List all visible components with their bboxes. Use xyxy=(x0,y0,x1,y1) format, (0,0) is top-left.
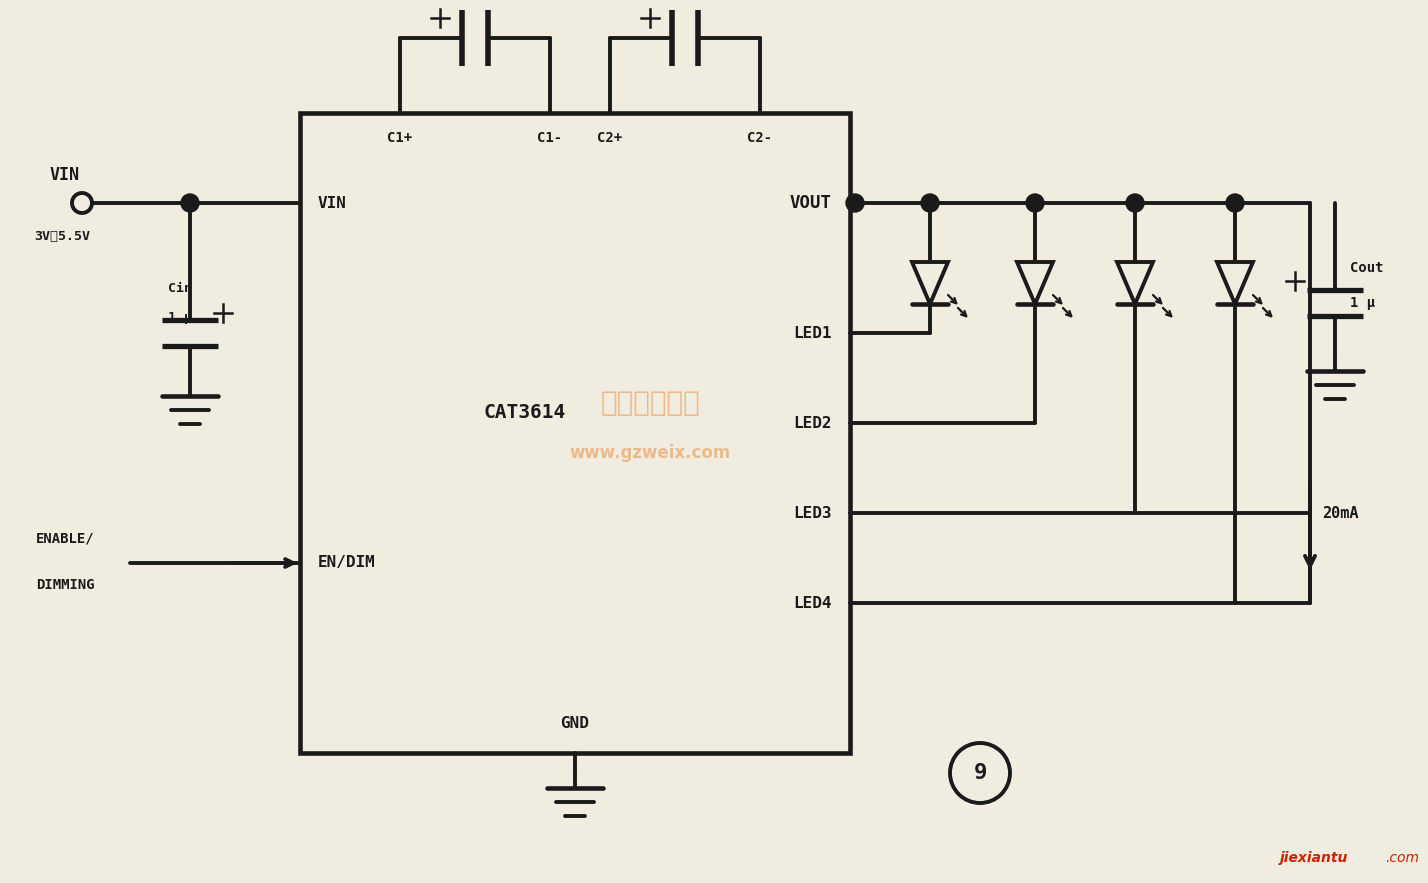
Text: www.gzweix.com: www.gzweix.com xyxy=(570,444,731,462)
Polygon shape xyxy=(1217,262,1252,304)
Text: jiexiantu: jiexiantu xyxy=(1279,851,1348,865)
Circle shape xyxy=(1227,194,1244,212)
Circle shape xyxy=(921,194,940,212)
Text: LED4: LED4 xyxy=(794,595,833,610)
Text: VOUT: VOUT xyxy=(790,194,833,212)
Text: 20mA: 20mA xyxy=(1322,505,1358,520)
Text: 3V～5.5V: 3V～5.5V xyxy=(34,230,90,243)
Polygon shape xyxy=(1017,262,1052,304)
Text: Cout: Cout xyxy=(1349,261,1384,275)
Text: 9: 9 xyxy=(974,763,987,783)
Text: VIN: VIN xyxy=(50,166,80,184)
Polygon shape xyxy=(912,262,948,304)
Circle shape xyxy=(1025,194,1044,212)
Text: GND: GND xyxy=(561,716,590,731)
Text: LED1: LED1 xyxy=(794,326,833,341)
Text: VIN: VIN xyxy=(318,195,347,210)
Bar xyxy=(300,113,850,753)
Text: CAT3614: CAT3614 xyxy=(484,404,565,422)
Text: EN/DIM: EN/DIM xyxy=(318,555,376,570)
Text: ENABLE/: ENABLE/ xyxy=(36,531,94,545)
Text: C1+: C1+ xyxy=(387,131,413,145)
Circle shape xyxy=(181,194,198,212)
Text: Cin: Cin xyxy=(169,282,191,295)
Text: LED2: LED2 xyxy=(794,416,833,431)
Text: 1 μ: 1 μ xyxy=(169,311,191,323)
Polygon shape xyxy=(1117,262,1152,304)
Text: C1-: C1- xyxy=(537,131,563,145)
Text: 精通维修下载: 精通维修下载 xyxy=(600,389,700,417)
Text: LED3: LED3 xyxy=(794,505,833,520)
Text: C2+: C2+ xyxy=(597,131,623,145)
Text: 1 μ: 1 μ xyxy=(1349,296,1375,310)
Text: DIMMING: DIMMING xyxy=(36,578,94,592)
Text: .com: .com xyxy=(1385,851,1419,865)
Text: C2-: C2- xyxy=(747,131,773,145)
Circle shape xyxy=(845,194,864,212)
Circle shape xyxy=(1127,194,1144,212)
